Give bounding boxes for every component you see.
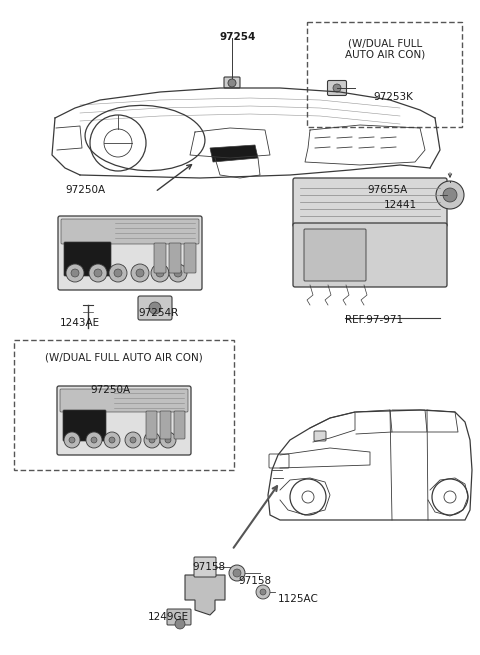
- Circle shape: [86, 432, 102, 448]
- Circle shape: [151, 264, 169, 282]
- FancyBboxPatch shape: [57, 386, 191, 455]
- FancyBboxPatch shape: [314, 431, 326, 441]
- Circle shape: [136, 269, 144, 277]
- Circle shape: [175, 619, 185, 629]
- FancyBboxPatch shape: [138, 296, 172, 320]
- FancyBboxPatch shape: [174, 411, 185, 439]
- FancyBboxPatch shape: [154, 243, 166, 273]
- Circle shape: [64, 432, 80, 448]
- FancyBboxPatch shape: [60, 389, 188, 412]
- FancyBboxPatch shape: [61, 219, 199, 244]
- FancyBboxPatch shape: [194, 557, 216, 577]
- Text: (W/DUAL FULL AUTO AIR CON): (W/DUAL FULL AUTO AIR CON): [45, 352, 203, 362]
- Circle shape: [125, 432, 141, 448]
- Circle shape: [94, 269, 102, 277]
- Circle shape: [233, 569, 241, 577]
- FancyBboxPatch shape: [327, 81, 347, 96]
- Circle shape: [131, 264, 149, 282]
- Circle shape: [436, 181, 464, 209]
- Circle shape: [71, 269, 79, 277]
- Circle shape: [130, 437, 136, 443]
- Circle shape: [256, 585, 270, 599]
- Text: 97254R: 97254R: [138, 308, 178, 318]
- Circle shape: [114, 269, 122, 277]
- Text: 97254: 97254: [220, 32, 256, 42]
- Circle shape: [109, 264, 127, 282]
- FancyBboxPatch shape: [293, 223, 447, 287]
- Circle shape: [104, 432, 120, 448]
- FancyBboxPatch shape: [63, 410, 106, 441]
- FancyBboxPatch shape: [64, 242, 111, 276]
- Circle shape: [156, 269, 164, 277]
- Circle shape: [228, 79, 236, 87]
- Bar: [14, 340, 234, 470]
- Circle shape: [144, 432, 160, 448]
- Polygon shape: [185, 575, 225, 615]
- Text: 1249GE: 1249GE: [148, 612, 189, 622]
- FancyBboxPatch shape: [184, 243, 196, 273]
- Circle shape: [229, 565, 245, 581]
- Text: 12441: 12441: [384, 200, 417, 210]
- Text: 97250A: 97250A: [65, 185, 105, 195]
- Circle shape: [443, 188, 457, 202]
- Polygon shape: [210, 145, 258, 162]
- Text: 97158: 97158: [238, 576, 271, 586]
- FancyBboxPatch shape: [167, 609, 191, 625]
- FancyBboxPatch shape: [293, 178, 447, 227]
- Circle shape: [169, 264, 187, 282]
- Bar: [307, 22, 462, 127]
- Circle shape: [66, 264, 84, 282]
- Circle shape: [260, 589, 266, 595]
- Circle shape: [69, 437, 75, 443]
- Text: 1125AC: 1125AC: [278, 594, 319, 604]
- Text: 97253K: 97253K: [373, 92, 413, 102]
- FancyBboxPatch shape: [146, 411, 157, 439]
- Circle shape: [91, 437, 97, 443]
- Text: 1243AE: 1243AE: [60, 318, 100, 328]
- FancyBboxPatch shape: [58, 216, 202, 290]
- Circle shape: [109, 437, 115, 443]
- Circle shape: [149, 437, 155, 443]
- Circle shape: [165, 437, 171, 443]
- Circle shape: [333, 84, 341, 92]
- Circle shape: [174, 269, 182, 277]
- Circle shape: [160, 432, 176, 448]
- Text: 97250A: 97250A: [90, 385, 130, 395]
- FancyBboxPatch shape: [169, 243, 181, 273]
- Circle shape: [89, 264, 107, 282]
- FancyBboxPatch shape: [224, 77, 240, 88]
- Circle shape: [149, 302, 161, 314]
- Text: (W/DUAL FULL
AUTO AIR CON): (W/DUAL FULL AUTO AIR CON): [345, 38, 425, 60]
- FancyBboxPatch shape: [304, 229, 366, 281]
- Text: 97158: 97158: [192, 562, 225, 572]
- FancyBboxPatch shape: [160, 411, 171, 439]
- Text: 97655A: 97655A: [367, 185, 407, 195]
- Text: REF.97-971: REF.97-971: [345, 315, 403, 325]
